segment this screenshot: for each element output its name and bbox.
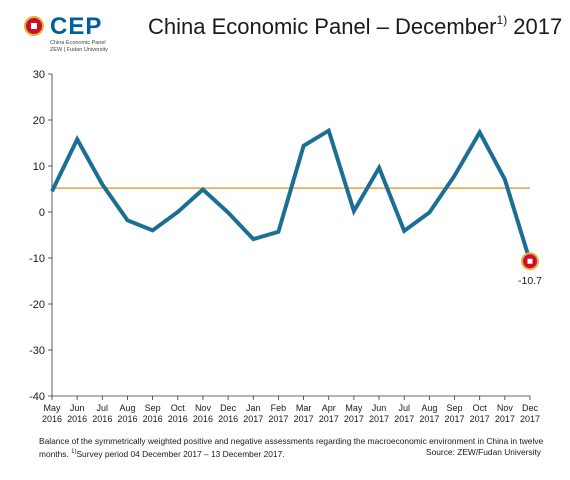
y-tick-label: -30	[29, 345, 45, 357]
chart-footnote: Balance of the symmetrically weighted po…	[39, 436, 545, 460]
y-tick-label: -10	[29, 253, 45, 265]
chart-source: Source: ZEW/Fudan University	[426, 447, 541, 457]
cep-logo-icon	[24, 16, 44, 36]
logo-subtitle-1: China Economic Panel	[50, 40, 106, 46]
x-tick-label-month: Dec	[522, 403, 539, 413]
chart-title-year: 2017	[507, 14, 563, 39]
x-tick-label-year: 2016	[143, 414, 163, 424]
highlight-marker-center	[527, 258, 533, 264]
x-tick-label-year: 2017	[294, 414, 314, 424]
x-tick-label-year: 2017	[344, 414, 364, 424]
y-tick-label: -20	[29, 299, 45, 311]
x-tick-label-year: 2017	[394, 414, 414, 424]
y-tick-label: 10	[33, 161, 45, 173]
x-tick-label-year: 2016	[42, 414, 62, 424]
x-tick-label-month: Aug	[421, 403, 437, 413]
title-footnote-mark: 1)	[496, 12, 508, 27]
x-tick-label-month: Sep	[145, 403, 161, 413]
footnote-survey-period: Survey period 04 December 2017 – 13 Dece…	[76, 448, 285, 459]
x-tick-label-month: Feb	[271, 403, 287, 413]
y-tick-label: -40	[29, 391, 45, 403]
cep-logo: CEP China Economic Panel ZEW | Fudan Uni…	[24, 13, 144, 54]
x-tick-label-month: Jun	[372, 403, 387, 413]
x-tick-label-month: Sep	[447, 403, 463, 413]
x-tick-label-month: Nov	[497, 403, 514, 413]
x-tick-label-month: Aug	[119, 403, 135, 413]
x-tick-label-month: Dec	[220, 403, 237, 413]
logo-subtitle-2: ZEW | Fudan University	[50, 47, 108, 53]
x-tick-label-year: 2016	[168, 414, 188, 424]
line-chart: 3020100-10-20-30-40May2016Jun2016Jul2016…	[29, 69, 542, 424]
x-tick-label-year: 2016	[117, 414, 137, 424]
x-tick-label-year: 2017	[419, 414, 439, 424]
x-tick-label-year: 2016	[92, 414, 112, 424]
x-tick-label-year: 2016	[193, 414, 213, 424]
x-tick-label-year: 2017	[445, 414, 465, 424]
x-tick-label-year: 2017	[520, 414, 540, 424]
x-tick-label-month: Oct	[171, 403, 186, 413]
x-tick-label-year: 2016	[67, 414, 87, 424]
logo-wordmark: CEP	[50, 13, 103, 40]
x-tick-label-year: 2017	[369, 414, 389, 424]
x-tick-label-year: 2017	[243, 414, 263, 424]
x-tick-label-month: Oct	[473, 403, 488, 413]
footnote-survey-mark: 1)	[71, 449, 77, 455]
x-tick-label-year: 2017	[495, 414, 515, 424]
x-tick-label-year: 2017	[268, 414, 288, 424]
highlight-data-label: -10.7	[518, 275, 542, 287]
x-tick-label-month: Apr	[322, 403, 336, 413]
chart-title: China Economic Panel – December1) 2017	[148, 12, 563, 40]
chart-title-main: China Economic Panel – December	[148, 14, 497, 39]
series-line	[50, 127, 532, 262]
x-tick-label-month: Nov	[195, 403, 212, 413]
y-tick-label: 0	[39, 207, 45, 219]
x-tick-label-month: Jun	[70, 403, 85, 413]
footnote-description: Balance of the symmetrically weighted po…	[39, 436, 544, 459]
y-tick-label: 30	[33, 69, 45, 81]
x-tick-label-year: 2017	[470, 414, 490, 424]
y-tick-label: 20	[33, 115, 45, 127]
x-tick-label-month: Jul	[398, 403, 410, 413]
x-tick-label-month: Jul	[97, 403, 109, 413]
x-tick-label-month: Mar	[296, 403, 312, 413]
x-tick-label-month: May	[345, 403, 363, 413]
x-tick-label-year: 2017	[319, 414, 339, 424]
x-tick-label-month: May	[43, 403, 61, 413]
x-tick-label-year: 2016	[218, 414, 238, 424]
x-tick-label-month: Jan	[246, 403, 261, 413]
